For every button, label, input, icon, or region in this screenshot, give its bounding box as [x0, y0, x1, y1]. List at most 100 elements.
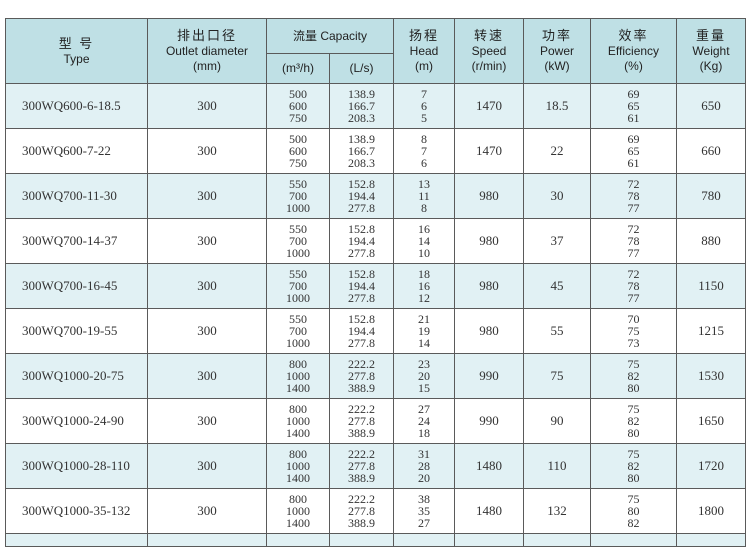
header-speed: 转速 Speed (r/min)	[454, 18, 524, 84]
capacity-ls-cell-value: 138.9	[348, 87, 375, 101]
capacity-ls-cell: 138.9 166.7 208.3	[329, 83, 394, 129]
capacity-m3h-cell: 550 700 1000	[266, 308, 330, 354]
capacity-ls-cell-value: 208.3	[348, 156, 375, 170]
capacity-ls-cell-value: 222.2	[348, 492, 375, 506]
capacity-ls-cell: 222.2 277.8 388.9	[329, 398, 394, 444]
weight-cell: 1800	[676, 488, 746, 534]
type-cell: 300WQ700-14-37	[5, 218, 148, 264]
capacity-ls-cell-value: 222.2	[348, 357, 375, 371]
capacity-m3h-cell-value: 1000	[286, 336, 310, 350]
outlet-cell: 300	[147, 488, 267, 534]
capacity-m3h-cell-value: 700	[289, 189, 307, 203]
capacity-ls-cell-value: 277.8	[348, 459, 375, 473]
efficiency-cell-value: 73	[627, 336, 640, 350]
efficiency-cell: 72 78 77	[590, 173, 677, 219]
head-cell-value: 16	[418, 222, 430, 236]
header-outlet: 排出口径 Outlet diameter (mm)	[147, 18, 267, 84]
capacity-m3h-cell-value: 550	[289, 222, 307, 236]
head-cell-value: 13	[418, 177, 430, 191]
efficiency-cell-value: 65	[627, 99, 640, 113]
type-cell: 300WQ700-11-30	[5, 173, 148, 219]
header-weight: 重量 Weight (Kg)	[676, 18, 746, 84]
speed-cell: 1480	[454, 488, 524, 534]
capacity-m3h-cell: 550 700 1000	[266, 218, 330, 264]
weight-cell: 780	[676, 173, 746, 219]
outlet-cell: 300	[147, 263, 267, 309]
capacity-m3h-cell: 500 600 750	[266, 128, 330, 174]
head-cell: 16 14 10	[393, 218, 455, 264]
efficiency-cell-value: 65	[627, 144, 640, 158]
head-cell-value: 7	[421, 87, 427, 101]
efficiency-cell: 75 82 80	[590, 398, 677, 444]
capacity-m3h-cell-value: 1000	[286, 369, 310, 383]
capacity-m3h-cell-value: 500	[289, 87, 307, 101]
capacity-m3h-cell-value: 550	[289, 312, 307, 326]
capacity-m3h-cell-value: 750	[289, 111, 307, 125]
weight-cell: 1650	[676, 398, 746, 444]
efficiency-cell-value: 80	[627, 426, 640, 440]
capacity-ls-cell-value: 277.8	[348, 246, 375, 260]
weight-cell: 1530	[676, 353, 746, 399]
capacity-m3h-cell-value: 600	[289, 99, 307, 113]
efficiency-cell-value: 77	[627, 201, 640, 215]
head-cell: 18 16 12	[393, 263, 455, 309]
capacity-ls-cell-value: 194.4	[348, 324, 375, 338]
head-cell-value: 27	[418, 516, 430, 530]
efficiency-cell: 72 78 77	[590, 218, 677, 264]
efficiency-cell-value: 75	[627, 324, 640, 338]
head-cell-value: 35	[418, 504, 430, 518]
capacity-m3h-cell-value: 800	[289, 357, 307, 371]
outlet-cell: 300	[147, 173, 267, 219]
capacity-m3h-cell-value: 800	[289, 492, 307, 506]
head-cell-value: 18	[418, 267, 430, 281]
head-cell-value: 20	[418, 369, 430, 383]
head-cell-value: 10	[418, 246, 430, 260]
table-row: 300WQ700-14-37 300 550 700 1000 152.8 194.4 277…	[5, 218, 746, 264]
table-row: 300WQ600-7-22 300 500 600 750 138.9 166.7 208.3…	[5, 128, 746, 174]
head-cell-value: 5	[421, 111, 427, 125]
power-cell: 55	[523, 308, 591, 354]
efficiency-cell-value: 61	[627, 111, 640, 125]
head-cell-value: 15	[418, 381, 430, 395]
efficiency-cell-value: 82	[627, 414, 640, 428]
power-cell: 75	[523, 353, 591, 399]
efficiency-cell-value: 77	[627, 246, 640, 260]
efficiency-cell: 72 78 77	[590, 263, 677, 309]
capacity-ls-cell: 138.9 166.7 208.3	[329, 128, 394, 174]
power-cell: 22	[523, 128, 591, 174]
capacity-m3h-cell: 800 1000 1400	[266, 353, 330, 399]
efficiency-cell-value: 70	[627, 312, 640, 326]
efficiency-cell-value: 78	[627, 189, 640, 203]
capacity-m3h-cell-value: 700	[289, 234, 307, 248]
efficiency-cell-value: 69	[627, 132, 640, 146]
capacity-ls-cell-value: 277.8	[348, 336, 375, 350]
efficiency-cell-value: 75	[627, 447, 640, 461]
capacity-ls-cell: 152.8 194.4 277.8	[329, 308, 394, 354]
capacity-ls-cell-value: 388.9	[348, 426, 375, 440]
efficiency-cell-value: 82	[627, 369, 640, 383]
capacity-ls-cell-value: 194.4	[348, 279, 375, 293]
head-cell: 13 11 8	[393, 173, 455, 219]
capacity-m3h-cell-value: 1400	[286, 381, 310, 395]
head-cell-value: 27	[418, 402, 430, 416]
head-cell-value: 38	[418, 492, 430, 506]
outlet-cell: 300	[147, 443, 267, 489]
head-cell-value: 23	[418, 357, 430, 371]
capacity-m3h-cell: 800 1000 1400	[266, 443, 330, 489]
capacity-ls-cell-value: 208.3	[348, 111, 375, 125]
capacity-m3h-cell: 800 1000 1400	[266, 398, 330, 444]
speed-cell: 1470	[454, 83, 524, 129]
capacity-ls-cell-value: 222.2	[348, 402, 375, 416]
speed-cell: 980	[454, 308, 524, 354]
power-cell: 18.5	[523, 83, 591, 129]
efficiency-cell-value: 78	[627, 279, 640, 293]
table-row: 300WQ700-16-45 300 550 700 1000 152.8 194.4 277…	[5, 263, 746, 309]
capacity-ls-cell-value: 222.2	[348, 447, 375, 461]
efficiency-cell-value: 80	[627, 381, 640, 395]
efficiency-cell-value: 61	[627, 156, 640, 170]
type-cell: 300WQ700-19-55	[5, 308, 148, 354]
capacity-m3h-cell-value: 1400	[286, 516, 310, 530]
efficiency-cell-value: 69	[627, 87, 640, 101]
efficiency-cell-value: 72	[627, 177, 640, 191]
